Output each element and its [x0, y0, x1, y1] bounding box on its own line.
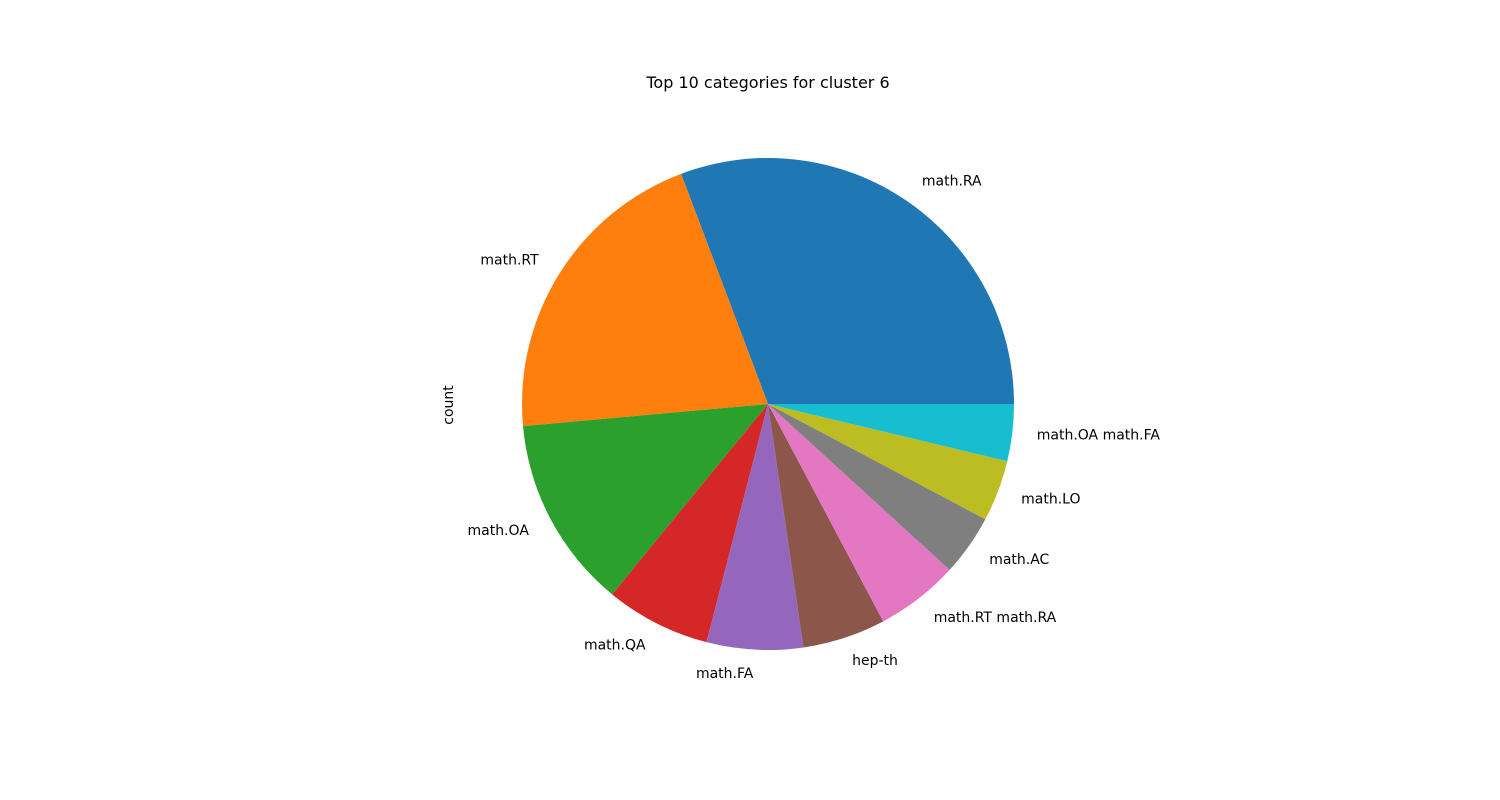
pie-slice-math-qa: [612, 404, 768, 643]
pie-slices: [522, 157, 1014, 650]
pie-slice-math-fa: [706, 404, 804, 650]
pie-slice-math-rt: [522, 173, 768, 427]
pie-label: math.RT math.RA: [934, 610, 1057, 626]
pie-label: math.OA math.FA: [1037, 428, 1161, 444]
pie-label: math.RA: [922, 173, 982, 189]
pie-label: math.OA: [468, 523, 530, 539]
pie-slice-hep-th: [768, 404, 884, 648]
pie-label: math.RT: [480, 252, 539, 268]
pie-slice-math-rt-math-ra: [768, 404, 950, 622]
pie-label: math.AC: [989, 552, 1049, 568]
pie-label: hep-th: [852, 653, 898, 669]
pie-slice-math-ac: [768, 404, 986, 570]
pie-labels: math.RA math.RT math.OA math.QA math.FA hep-t…: [468, 173, 1161, 682]
pie-label: math.LO: [1021, 492, 1080, 508]
pie-label: math.QA: [584, 637, 646, 653]
pie-slice-math-oa: [523, 404, 768, 595]
pie-slice-math-oa-math-fa: [768, 404, 1014, 462]
pie-slice-math-lo: [768, 404, 1008, 520]
y-axis-label: count: [441, 385, 457, 425]
pie-slice-math-ra: [681, 157, 1014, 404]
chart-title: Top 10 categories for cluster 6: [645, 73, 889, 92]
pie-label: math.FA: [696, 666, 754, 682]
